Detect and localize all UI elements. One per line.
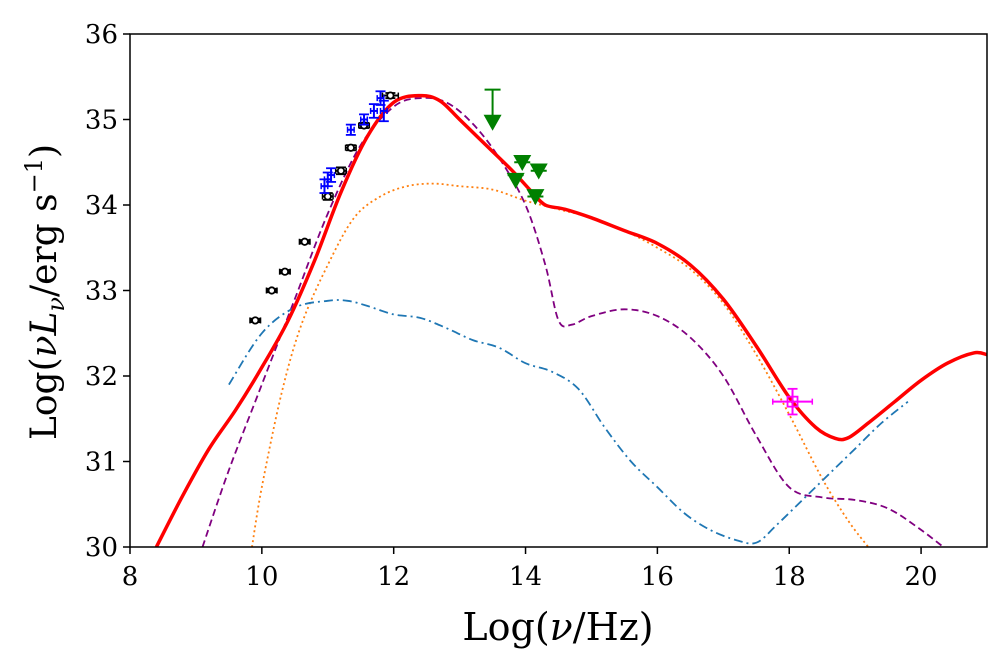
- blue-points-point: [378, 99, 389, 123]
- blue-points-point: [368, 103, 379, 119]
- observations-layer: [249, 88, 814, 416]
- green-upper-limits-point: [483, 88, 502, 131]
- x-axis-label: Log(ν/Hz): [462, 605, 653, 649]
- green-upper-limits-point: [506, 172, 525, 189]
- y-axis-label: Log(νLν/erg s−1): [20, 144, 70, 440]
- x-tick-label: 16: [641, 562, 674, 592]
- series-component-dotted: [251, 182, 870, 547]
- series-layer: [154, 93, 987, 547]
- blue-points-point: [326, 167, 337, 183]
- black-circles-point: [278, 267, 291, 276]
- ticks-layer: 8 10 12 14 16 18 20 30 31 32 33 34 35 36: [85, 20, 938, 592]
- series-component-dashed: [201, 96, 945, 547]
- x-tick-label: 8: [122, 562, 139, 592]
- plot-frame: [129, 33, 988, 548]
- x-tick-label: 20: [905, 562, 938, 592]
- green-upper-limits-point: [529, 163, 548, 180]
- xray-point-point: [772, 387, 814, 416]
- y-tick-label: 33: [85, 277, 118, 307]
- green-upper-limits-point: [513, 154, 532, 171]
- black-circles-point: [344, 143, 357, 152]
- black-circles-point: [298, 237, 311, 246]
- y-tick-label: 35: [85, 106, 118, 136]
- blue-points-point: [359, 113, 370, 126]
- y-tick-label: 34: [85, 191, 118, 221]
- green-upper-limits-point: [526, 189, 545, 206]
- x-tick-label: 10: [245, 562, 278, 592]
- series-total: [154, 93, 987, 547]
- blue-points-point: [375, 90, 386, 106]
- y-tick-label: 32: [85, 362, 118, 392]
- series-component-dashdot: [228, 299, 909, 545]
- x-tick-label: 18: [773, 562, 806, 592]
- x-tick-label: 12: [377, 562, 410, 592]
- blue-points-point: [345, 123, 356, 136]
- x-tick-label: 14: [509, 562, 542, 592]
- black-circles-point: [334, 166, 347, 176]
- black-circles-point: [265, 286, 278, 295]
- y-tick-label: 30: [85, 533, 118, 563]
- black-circles-point: [321, 192, 334, 201]
- black-circles-point: [249, 316, 262, 325]
- y-tick-label: 36: [85, 20, 118, 50]
- black-circles-point: [381, 91, 400, 100]
- y-tick-label: 31: [85, 448, 118, 478]
